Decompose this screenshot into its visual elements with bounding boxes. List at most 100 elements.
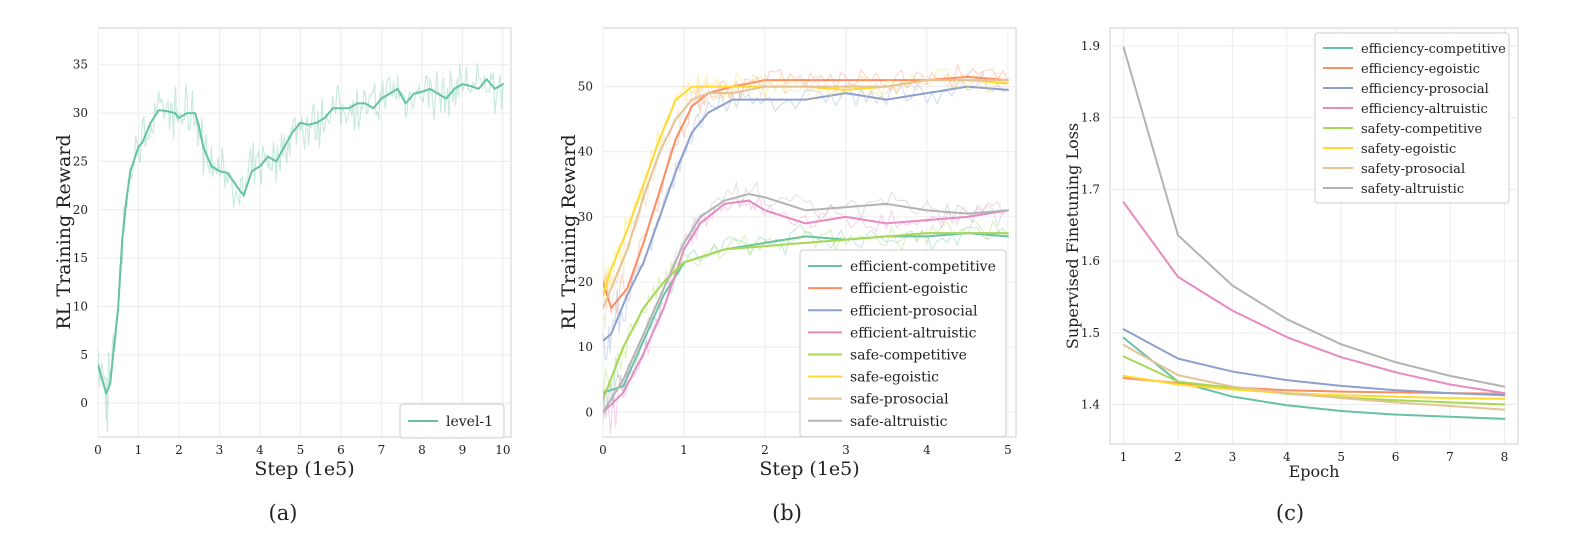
panel-caption: (c) [1276, 501, 1304, 525]
legend-label: efficiency-competitive [1361, 42, 1506, 57]
legend-box [799, 249, 1007, 438]
series-line-efficiency-altruistic [1122, 201, 1506, 395]
x-tick-label: 4 [923, 443, 931, 457]
legend-label: safe-prosocial [850, 392, 949, 408]
y-tick-label: 30 [73, 106, 88, 120]
x-tick-label: 6 [337, 443, 345, 457]
series-line-safety-altruistic [1122, 46, 1506, 388]
legend-label: safe-competitive [850, 347, 967, 363]
x-tick-label: 2 [761, 443, 769, 457]
y-tick-label: 20 [578, 275, 593, 289]
x-tick-label: 9 [459, 443, 467, 457]
y-tick-label: 1.9 [1081, 39, 1100, 53]
y-tick-label: 25 [73, 154, 88, 168]
x-tick-label: 10 [495, 443, 510, 457]
x-tick-label: 4 [256, 443, 264, 457]
y-tick-label: 20 [73, 203, 88, 217]
x-tick-label: 0 [599, 443, 607, 457]
y-axis-label: RL Training Reward [53, 134, 75, 329]
x-axis-label: Step (1e5) [254, 458, 354, 480]
series-group [1122, 46, 1506, 420]
y-tick-label: 1.6 [1081, 254, 1100, 268]
series-line-safe-prosocial [603, 79, 1009, 310]
legend: efficient-competitive efficient-egoistic e… [799, 249, 1007, 438]
legend-label: efficiency-prosocial [1361, 82, 1489, 97]
x-tick-label: 3 [842, 443, 850, 457]
legend-label: safety-competitive [1361, 122, 1482, 137]
y-tick-label: 10 [73, 299, 88, 313]
panel-caption: (b) [772, 501, 802, 525]
x-tick-label: 0 [94, 443, 102, 457]
series-group [98, 63, 504, 433]
y-tick-label: 0 [585, 405, 593, 419]
legend-label: level-1 [446, 414, 493, 430]
x-tick-label: 1 [1120, 450, 1128, 464]
y-axis-label: Supervised Finetuning Loss [1063, 123, 1082, 349]
series-raw-safe-competitive [603, 219, 1009, 411]
x-tick-label: 3 [216, 443, 224, 457]
x-axis-label: Step (1e5) [759, 458, 859, 480]
y-tick-label: 15 [73, 251, 88, 265]
series-line-safe-altruistic [603, 193, 1009, 414]
x-tick-label: 4 [1283, 450, 1291, 464]
plot-area [97, 27, 512, 438]
series-line-efficient-altruistic [603, 199, 1009, 414]
series-line-efficient-egoistic [603, 75, 1009, 310]
x-tick-label: 2 [175, 443, 183, 457]
series-line-safety-egoistic [1122, 374, 1506, 400]
legend: efficiency-competitive efficiency-egoisti… [1314, 32, 1510, 204]
series-line-safe-competitive [603, 232, 1009, 401]
legend-label: safety-altruistic [1361, 182, 1464, 197]
legend-label: efficient-egoistic [850, 281, 968, 297]
x-tick-label: 5 [1337, 450, 1345, 464]
x-tick-label: 7 [1446, 450, 1454, 464]
y-tick-label: 35 [73, 58, 88, 72]
y-tick-label: 5 [80, 348, 88, 362]
legend-label: safe-altruistic [850, 414, 948, 430]
legend-label: efficiency-altruistic [1361, 102, 1488, 117]
x-tick-label: 3 [1229, 450, 1237, 464]
y-tick-label: 0 [80, 396, 88, 410]
y-tick-label: 40 [578, 145, 593, 159]
legend-label: efficient-altruistic [850, 325, 977, 341]
series-group [603, 64, 1009, 435]
series-raw-safe-egoistic [603, 68, 1008, 302]
y-tick-label: 50 [578, 80, 593, 94]
x-tick-label: 8 [418, 443, 426, 457]
y-tick-label: 30 [578, 210, 593, 224]
x-tick-label: 6 [1392, 450, 1400, 464]
x-tick-label: 2 [1174, 450, 1182, 464]
y-tick-label: 1.5 [1081, 326, 1100, 340]
series-line-safety-prosocial [1122, 344, 1506, 411]
y-tick-label: 10 [578, 340, 593, 354]
series-raw-safe-prosocial [603, 72, 1009, 329]
y-tick-label: 1.7 [1081, 182, 1100, 196]
x-tick-label: 1 [135, 443, 143, 457]
panel-caption: (a) [269, 501, 298, 525]
x-tick-label: 1 [680, 443, 688, 457]
chart-panel-0: 0 1 2 3 4 5 6 7 8 9 10 0 5 10 15 20 25 30 35 Step (1e5) RL T… [53, 27, 512, 525]
legend-label: safety-prosocial [1361, 162, 1465, 177]
y-axis-label: RL Training Reward [558, 134, 580, 329]
x-tick-label: 5 [1004, 443, 1012, 457]
series-line-efficiency-prosocial [1122, 328, 1506, 397]
legend-box [399, 403, 505, 439]
y-tick-label: 1.8 [1081, 111, 1100, 125]
x-tick-label: 8 [1501, 450, 1509, 464]
legend-label: efficiency-egoistic [1361, 62, 1480, 77]
legend-label: safety-egoistic [1361, 142, 1456, 157]
x-tick-label: 5 [297, 443, 305, 457]
series-line-efficient-competitive [603, 232, 1009, 394]
legend-label: efficient-competitive [850, 259, 996, 275]
series-line-level-1 [98, 78, 504, 395]
chart-panel-2: 1 2 3 4 5 6 7 8 1.4 1.5 1.6 1.7 1.8 1.9 Epoch Supervise… [1063, 27, 1519, 525]
legend-box [1314, 32, 1510, 204]
legend-label: safe-egoistic [850, 370, 939, 386]
x-axis-label: Epoch [1289, 462, 1340, 481]
x-tick-label: 7 [378, 443, 386, 457]
legend: level-1 [399, 403, 505, 439]
series-raw-efficient-egoistic [603, 64, 1009, 315]
legend-label: efficient-prosocial [850, 303, 978, 319]
series-line-efficient-prosocial [603, 85, 1009, 342]
